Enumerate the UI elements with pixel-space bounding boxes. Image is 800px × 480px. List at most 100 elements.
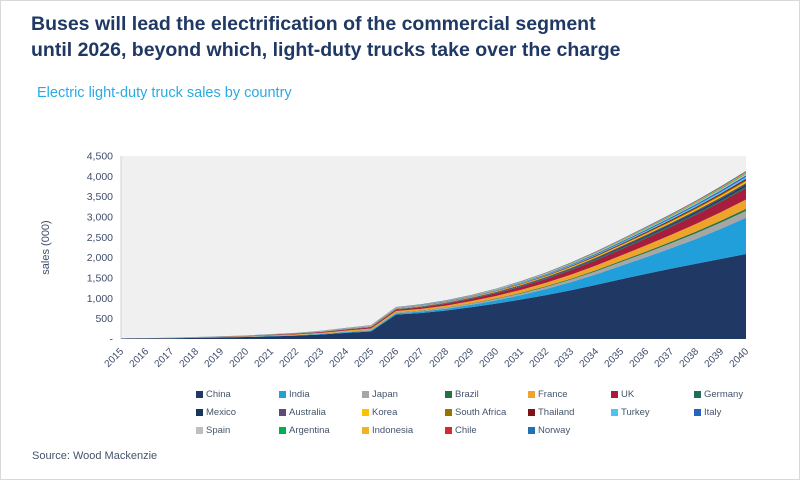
x-tick-label: 2017 bbox=[153, 346, 177, 370]
x-tick-label: 2029 bbox=[453, 346, 477, 370]
legend-swatch-icon bbox=[196, 390, 203, 398]
x-tick-label: 2032 bbox=[528, 346, 552, 370]
legend-swatch-icon bbox=[196, 426, 203, 434]
page-title: Buses will lead the electrification of t… bbox=[31, 11, 771, 63]
x-tick-label: 2027 bbox=[403, 346, 427, 370]
legend-label: Argentina bbox=[289, 424, 330, 436]
legend-label: France bbox=[538, 388, 568, 400]
legend-swatch-icon bbox=[362, 390, 369, 398]
x-tick-label: 2026 bbox=[378, 346, 402, 370]
legend-swatch-icon bbox=[528, 426, 535, 434]
y-tick-label: 3,000 bbox=[87, 212, 113, 224]
legend-label: Chile bbox=[455, 424, 477, 436]
chart-legend: China India Japan Brazil France UK Germany Mexi… bbox=[196, 385, 777, 439]
legend-item-brazil: Brazil bbox=[445, 389, 528, 400]
legend-item-india: India bbox=[279, 389, 362, 400]
legend-item-korea: Korea bbox=[362, 407, 445, 418]
legend-item-uk: UK bbox=[611, 389, 694, 400]
legend-swatch-icon bbox=[528, 390, 535, 398]
legend-swatch-icon bbox=[445, 426, 452, 434]
legend-swatch-icon bbox=[694, 408, 701, 416]
legend-label: India bbox=[289, 388, 310, 400]
legend-swatch-icon bbox=[279, 408, 286, 416]
legend-label: Spain bbox=[206, 424, 231, 436]
x-tick-label: 2037 bbox=[653, 346, 677, 370]
legend-item-thailand: Thailand bbox=[528, 407, 611, 418]
legend-item-norway: Norway bbox=[528, 425, 611, 436]
x-tick-label: 2034 bbox=[578, 346, 602, 370]
page-title-line-2: until 2026, beyond which, light-duty tru… bbox=[31, 39, 621, 61]
legend-label: Norway bbox=[538, 424, 571, 436]
y-tick-label: 2,000 bbox=[87, 252, 113, 264]
legend-label: Turkey bbox=[621, 406, 650, 418]
y-tick-label: 4,500 bbox=[87, 151, 113, 163]
legend-swatch-icon bbox=[196, 408, 203, 416]
y-tick-label: 1,500 bbox=[87, 273, 113, 285]
y-tick-label: 500 bbox=[95, 313, 113, 325]
legend-swatch-icon bbox=[445, 390, 452, 398]
legend-item-mexico: Mexico bbox=[196, 407, 279, 418]
legend-swatch-icon bbox=[362, 426, 369, 434]
legend-swatch-icon bbox=[611, 390, 618, 398]
legend-label: Australia bbox=[289, 406, 326, 418]
legend-swatch-icon bbox=[611, 408, 618, 416]
x-tick-label: 2038 bbox=[678, 346, 702, 370]
legend-swatch-icon bbox=[279, 426, 286, 434]
page-title-line-1: Buses will lead the electrification of t… bbox=[31, 13, 596, 35]
source-text: Source: Wood Mackenzie bbox=[32, 450, 158, 462]
legend-label: Korea bbox=[372, 406, 398, 418]
legend-swatch-icon bbox=[694, 390, 701, 398]
x-tick-label: 2035 bbox=[603, 346, 627, 370]
legend-item-spain: Spain bbox=[196, 425, 279, 436]
legend-item-indonesia: Indonesia bbox=[362, 425, 445, 436]
x-tick-label: 2036 bbox=[628, 346, 652, 370]
legend-label: China bbox=[206, 388, 231, 400]
legend-item-germany: Germany bbox=[694, 389, 777, 400]
y-tick-label: 1,000 bbox=[87, 293, 113, 305]
legend-swatch-icon bbox=[362, 408, 369, 416]
x-tick-label: 2024 bbox=[328, 346, 352, 370]
legend-swatch-icon bbox=[528, 408, 535, 416]
x-tick-label: 2028 bbox=[428, 346, 452, 370]
legend-item-france: France bbox=[528, 389, 611, 400]
x-tick-label: 2018 bbox=[178, 346, 202, 370]
x-tick-label: 2033 bbox=[553, 346, 577, 370]
area-series-india bbox=[121, 217, 746, 339]
legend-label: Germany bbox=[704, 388, 744, 400]
y-tick-label-zero: - bbox=[110, 334, 114, 346]
x-tick-label: 2019 bbox=[203, 346, 227, 370]
x-tick-label: 2020 bbox=[228, 346, 252, 370]
x-tick-label: 2031 bbox=[503, 346, 527, 370]
legend-label: South Africa bbox=[455, 406, 507, 418]
chart-canvas: 4,500 4,000 3,500 3,000 2,500 2,000 1,500 1,000… bbox=[40, 151, 752, 370]
y-tick-label: 4,000 bbox=[87, 171, 113, 183]
y-tick-label: 2,500 bbox=[87, 232, 113, 244]
x-tick-label: 2025 bbox=[353, 346, 377, 370]
area-series-china bbox=[121, 254, 746, 339]
legend-label: Japan bbox=[372, 388, 398, 400]
y-tick-label: 3,500 bbox=[87, 191, 113, 203]
x-tick-label: 2040 bbox=[728, 346, 752, 370]
x-tick-label: 2023 bbox=[303, 346, 327, 370]
legend-item-argentina: Argentina bbox=[279, 425, 362, 436]
legend-item-italy: Italy bbox=[694, 407, 777, 418]
y-axis-label: sales (000) bbox=[40, 220, 52, 274]
legend-label: Mexico bbox=[206, 406, 237, 418]
legend-label: UK bbox=[621, 388, 635, 400]
x-tick-label: 2039 bbox=[703, 346, 727, 370]
x-tick-label: 2021 bbox=[253, 346, 277, 370]
legend-item-south-africa: South Africa bbox=[445, 407, 528, 418]
stacked-area-chart: 4,500 4,000 3,500 3,000 2,500 2,000 1,500 1,000… bbox=[35, 145, 755, 385]
legend-item-japan: Japan bbox=[362, 389, 445, 400]
legend-item-australia: Australia bbox=[279, 407, 362, 418]
legend-label: Italy bbox=[704, 406, 722, 418]
legend-label: Thailand bbox=[538, 406, 575, 418]
legend-label: Indonesia bbox=[372, 424, 414, 436]
legend-item-china: China bbox=[196, 389, 279, 400]
x-tick-label: 2015 bbox=[103, 346, 127, 370]
legend-swatch-icon bbox=[445, 408, 452, 416]
legend-item-turkey: Turkey bbox=[611, 407, 694, 418]
legend-label: Brazil bbox=[455, 388, 479, 400]
x-tick-label: 2022 bbox=[278, 346, 302, 370]
x-tick-label: 2016 bbox=[128, 346, 152, 370]
